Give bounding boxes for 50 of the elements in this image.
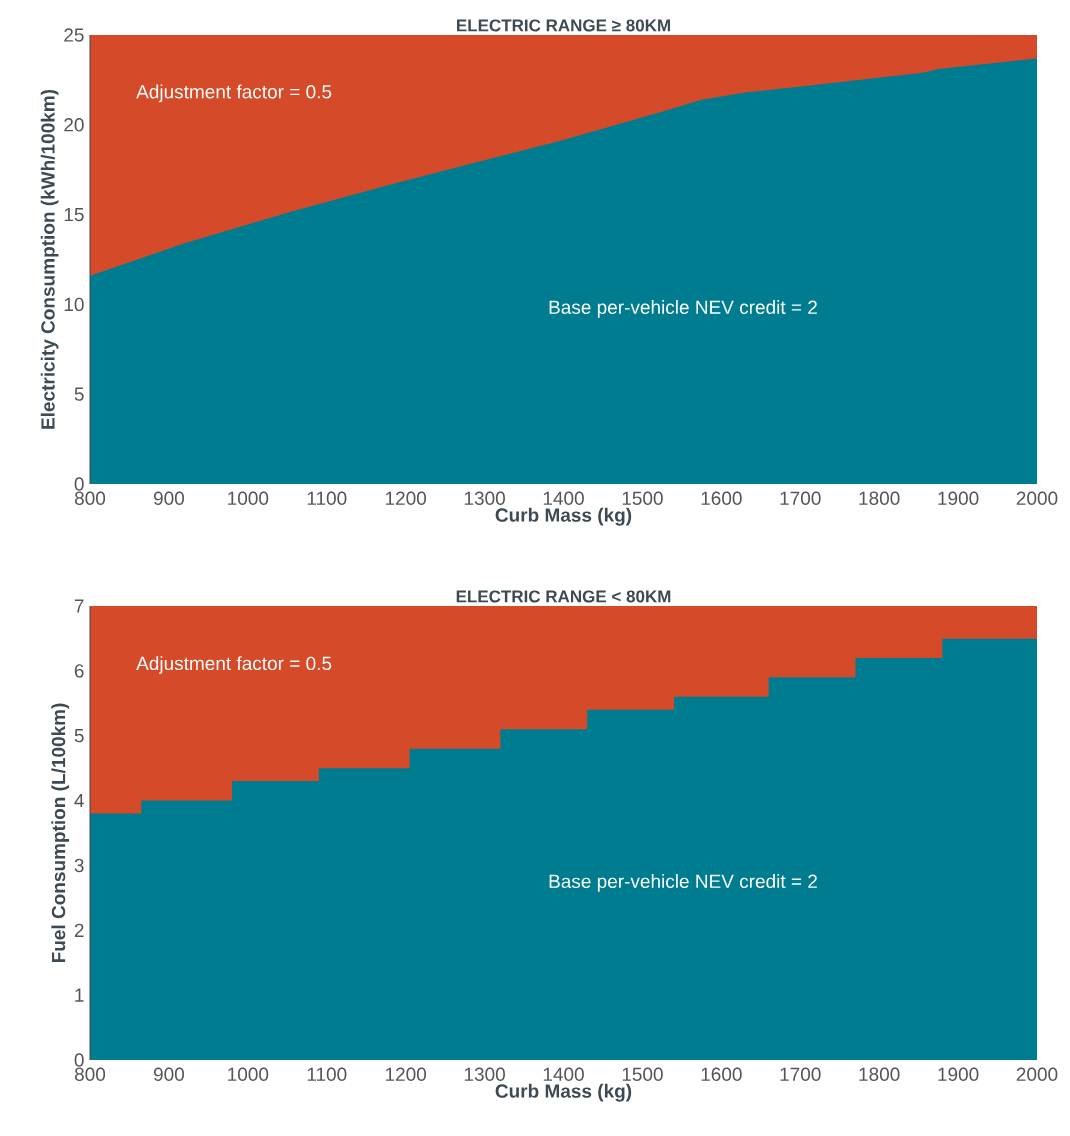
y-tick-label: 5 bbox=[74, 387, 84, 401]
x-tick-label: 1100 bbox=[307, 1067, 347, 1081]
x-axis-title: Curb Mass (kg) bbox=[495, 507, 632, 526]
y-tick-label: 5 bbox=[74, 729, 84, 743]
band-label: Adjustment factor = 0.5 bbox=[136, 656, 332, 674]
band-label: Adjustment factor = 0.5 bbox=[136, 84, 332, 103]
chart-title: ELECTRIC RANGE < 80KM bbox=[456, 590, 671, 603]
y-axis-title: Fuel Consumption (L/100km) bbox=[51, 703, 70, 963]
y-tick-label: 1 bbox=[75, 988, 84, 1002]
x-tick-label: 1800 bbox=[859, 491, 900, 505]
x-tick-label: 1000 bbox=[228, 491, 269, 505]
annotation: Base per-vehicle NEV credit = 2 bbox=[549, 874, 817, 892]
chart-title: ELECTRIC RANGE ≥ 80KM bbox=[457, 19, 670, 32]
x-tick-label: 1300 bbox=[464, 491, 505, 505]
y-tick-label: 0 bbox=[74, 1053, 84, 1067]
x-tick-label: 1900 bbox=[938, 491, 979, 505]
x-tick-label: 1000 bbox=[228, 1067, 269, 1081]
x-tick-label: 1800 bbox=[859, 1067, 900, 1081]
x-tick-label: 800 bbox=[74, 1067, 106, 1081]
x-tick-label: 1500 bbox=[622, 491, 663, 505]
y-tick-label: 6 bbox=[74, 664, 84, 678]
y-tick-label: 20 bbox=[64, 118, 84, 132]
x-tick-label: 1600 bbox=[701, 491, 742, 505]
x-tick-label: 1200 bbox=[385, 1067, 427, 1081]
y-tick-label: 25 bbox=[64, 28, 84, 42]
y-tick-label: 10 bbox=[64, 297, 84, 312]
annotation: Base per-vehicle NEV credit = 2 bbox=[549, 300, 817, 318]
y-tick-label: 7 bbox=[74, 599, 84, 613]
x-tick-label: 1100 bbox=[307, 491, 347, 505]
x-tick-label: 1400 bbox=[543, 491, 584, 505]
x-tick-label: 1500 bbox=[622, 1067, 663, 1081]
x-tick-label: 1400 bbox=[543, 1067, 584, 1081]
x-tick-label: 2000 bbox=[1016, 1067, 1058, 1081]
x-tick-label: 1900 bbox=[938, 1067, 979, 1081]
y-tick-label: 4 bbox=[74, 794, 84, 808]
y-tick-label: 3 bbox=[74, 858, 84, 873]
x-tick-label: 2000 bbox=[1016, 491, 1058, 505]
x-axis-title: Curb Mass (kg) bbox=[495, 1083, 632, 1102]
x-tick-label: 900 bbox=[153, 491, 185, 505]
x-tick-label: 900 bbox=[153, 1067, 185, 1081]
x-tick-label: 1700 bbox=[780, 1067, 821, 1081]
y-tick-label: 2 bbox=[74, 923, 84, 937]
x-tick-label: 1600 bbox=[701, 1067, 742, 1081]
x-tick-label: 1200 bbox=[385, 491, 427, 505]
y-tick-label: 0 bbox=[74, 477, 84, 491]
x-tick-label: 1700 bbox=[780, 491, 821, 505]
y-tick-label: 15 bbox=[64, 207, 84, 222]
y-axis-title: Electricity Consumption (kWh/100km) bbox=[40, 89, 59, 429]
x-tick-label: 1300 bbox=[464, 1067, 505, 1081]
x-tick-label: 800 bbox=[74, 491, 106, 505]
